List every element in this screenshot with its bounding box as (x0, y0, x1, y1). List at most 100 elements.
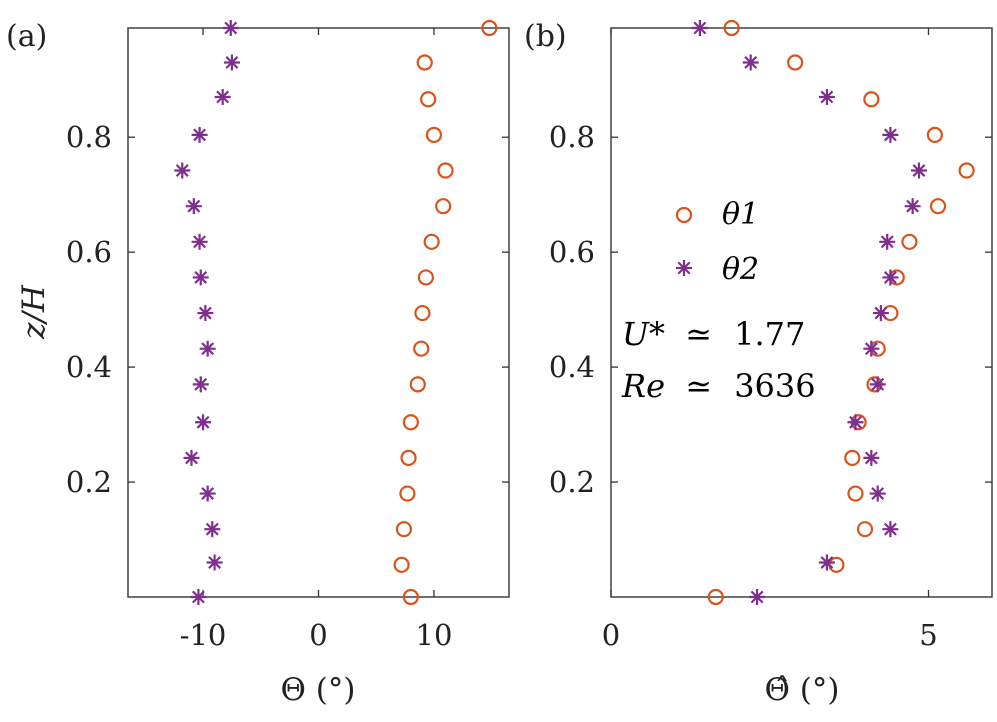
legend-circle-marker (675, 206, 693, 224)
point-theta2-b-stroke (874, 306, 888, 320)
panel-a: (a) -10 0 10 0.2 0.4 0.6 0.8 z/H Θ (°) (6, 19, 510, 708)
point-theta2-b (882, 521, 899, 538)
point-theta2-b (869, 485, 886, 502)
point-theta2-a (222, 20, 239, 36)
point-theta1-a (395, 521, 413, 538)
point-theta1-a (481, 19, 498, 37)
point-theta2-a-stroke (205, 522, 219, 536)
point-theta1-b (723, 19, 740, 37)
point-theta2-a-stroke (216, 90, 230, 104)
ticks-a: -10 0 10 0.2 0.4 0.6 0.8 (66, 28, 509, 652)
point-theta2-b (691, 20, 708, 36)
x-tick-label-b: 0 (602, 618, 620, 652)
panel-label-a: (a) (6, 19, 47, 54)
point-theta2-b-stroke (883, 271, 897, 284)
point-theta2-b-stroke (744, 56, 758, 69)
point-theta2-b-stroke (864, 342, 878, 356)
point-theta2-b (879, 233, 896, 250)
point-theta2-a-stroke (224, 21, 238, 35)
y-tick-label-b: 0.8 (549, 120, 595, 154)
point-theta2-a (174, 162, 191, 179)
point-theta2-a (195, 414, 212, 431)
x-axis-title-b-text: Θ̂ (°) (765, 672, 840, 708)
point-theta1-a (393, 556, 410, 573)
point-theta2-a (223, 54, 240, 71)
point-theta2-a-stroke (225, 56, 239, 69)
point-theta2-b (869, 376, 886, 393)
point-theta1-b (787, 54, 804, 71)
point-theta1-b (863, 91, 880, 108)
y-tick-label-b: 0.4 (549, 350, 595, 384)
plot-frame-a (127, 27, 510, 598)
point-theta2-a-stroke (194, 377, 208, 391)
point-theta2-b (882, 126, 899, 143)
y-axis-title-a: z/H (16, 284, 52, 340)
annotation-re-value: 3636 (734, 367, 815, 405)
annotation-re-var: Re (621, 367, 665, 405)
annotation-u-star-rel: ≃ (685, 315, 712, 353)
point-theta2-b-stroke (880, 235, 894, 249)
point-theta2-b-stroke (883, 128, 897, 142)
point-theta1-a (400, 449, 417, 467)
x-tick-label-a: 0 (309, 618, 327, 652)
point-theta1-b (856, 521, 874, 538)
point-theta2-a (183, 449, 200, 466)
annotation-u-star-value: 1.77 (734, 315, 805, 353)
point-theta2-b (818, 554, 835, 571)
point-theta1-a (423, 233, 440, 250)
legend-label-theta1: θ1 (722, 197, 759, 232)
point-theta1-b (847, 485, 864, 502)
legend-asterisk-marker (676, 260, 692, 276)
point-theta1-a (437, 162, 454, 179)
point-theta2-a-stroke (196, 415, 210, 429)
legend-asterisk-stroke (677, 261, 691, 275)
point-theta2-b (818, 88, 835, 105)
point-theta2-a-stroke (191, 590, 205, 604)
y-tick-label-a: 0.4 (66, 350, 112, 384)
y-tick-label-a: 0.8 (66, 120, 112, 154)
point-theta1-a (425, 126, 443, 144)
point-theta2-a (185, 198, 202, 215)
point-theta1-a (399, 485, 416, 502)
ticks-b: 0 5 0.2 0.4 0.6 0.8 (549, 28, 992, 652)
legend: θ1 θ2 (675, 197, 759, 287)
point-theta2-a (199, 485, 216, 502)
point-theta2-b-stroke (693, 21, 707, 35)
point-theta1-a (409, 376, 426, 393)
point-theta2-a (192, 269, 209, 286)
x-axis-title-a-text: Θ (°) (281, 672, 356, 708)
point-theta2-b-stroke (871, 487, 885, 500)
panel-label-b: (b) (524, 19, 567, 54)
legend-asterisk (676, 260, 692, 276)
point-theta2-a-stroke (201, 487, 215, 500)
annotation-u-star-var: U* (622, 315, 665, 353)
point-theta2-a (192, 376, 209, 393)
annotation-u-star: U* ≃ 1.77 (622, 315, 805, 353)
point-theta2-a-stroke (175, 164, 189, 177)
point-theta2-b-stroke (820, 90, 834, 104)
point-theta2-a-stroke (185, 451, 198, 465)
point-theta2-a (191, 126, 208, 143)
point-theta1-a (414, 304, 431, 322)
point-theta2-b (749, 589, 766, 605)
marks-a (174, 19, 498, 606)
annotation-re-rel: ≃ (685, 367, 712, 405)
point-theta2-b (910, 162, 927, 179)
point-theta2-b-stroke (912, 164, 926, 177)
point-theta2-b (847, 414, 864, 431)
point-theta2-b (863, 449, 880, 466)
point-theta2-a (190, 589, 207, 605)
point-theta1-b (707, 588, 724, 606)
point-theta1-b (844, 449, 861, 467)
point-theta2-b (904, 198, 921, 215)
point-theta2-b-stroke (864, 451, 878, 465)
point-theta1-a (402, 414, 419, 431)
plot-frame-b (610, 27, 993, 598)
point-theta2-a-stroke (193, 128, 207, 142)
point-theta1-a (435, 198, 452, 215)
point-theta2-b-stroke (883, 522, 897, 536)
point-theta2-a (204, 521, 221, 538)
point-theta2-b-stroke (849, 415, 862, 429)
point-theta1-b (828, 556, 845, 573)
y-tick-label-b: 0.6 (549, 235, 595, 269)
